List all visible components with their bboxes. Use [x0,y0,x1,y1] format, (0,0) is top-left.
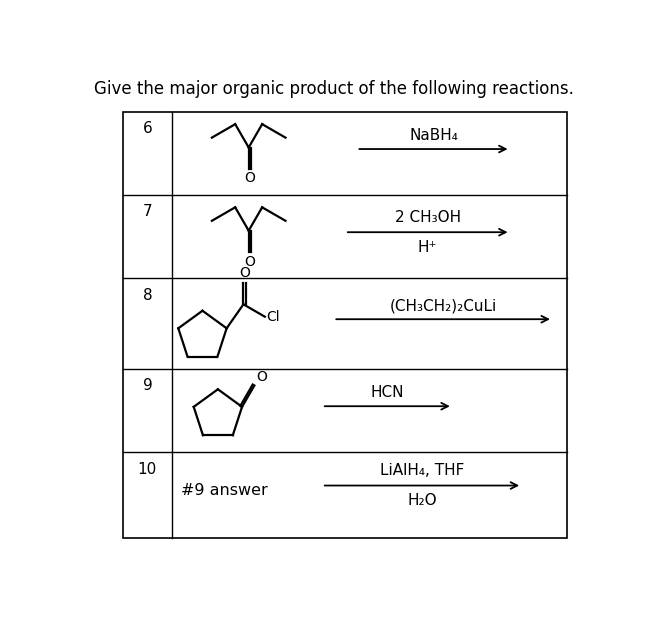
Text: Cl: Cl [266,310,280,324]
Text: O: O [244,172,255,185]
Text: LiAlH₄, THF: LiAlH₄, THF [379,463,464,478]
Text: 6: 6 [143,121,153,136]
Bar [123,112,567,538]
Text: HCN: HCN [370,385,404,400]
Text: O: O [244,255,255,269]
Text: O: O [239,267,250,280]
Text: 7: 7 [143,205,152,220]
Text: #9 answer: #9 answer [181,483,268,498]
Text: H⁺: H⁺ [418,240,437,255]
Text: (CH₃CH₂)₂CuLi: (CH₃CH₂)₂CuLi [389,298,497,313]
Text: 10: 10 [138,461,157,476]
Text: Give the major organic product of the following reactions.: Give the major organic product of the fo… [94,80,574,98]
Text: 8: 8 [143,287,152,302]
Text: 9: 9 [143,379,153,394]
Text: O: O [257,370,267,384]
Text: NaBH₄: NaBH₄ [409,128,458,143]
Text: H₂O: H₂O [407,493,437,508]
Text: 2 CH₃OH: 2 CH₃OH [394,210,461,225]
